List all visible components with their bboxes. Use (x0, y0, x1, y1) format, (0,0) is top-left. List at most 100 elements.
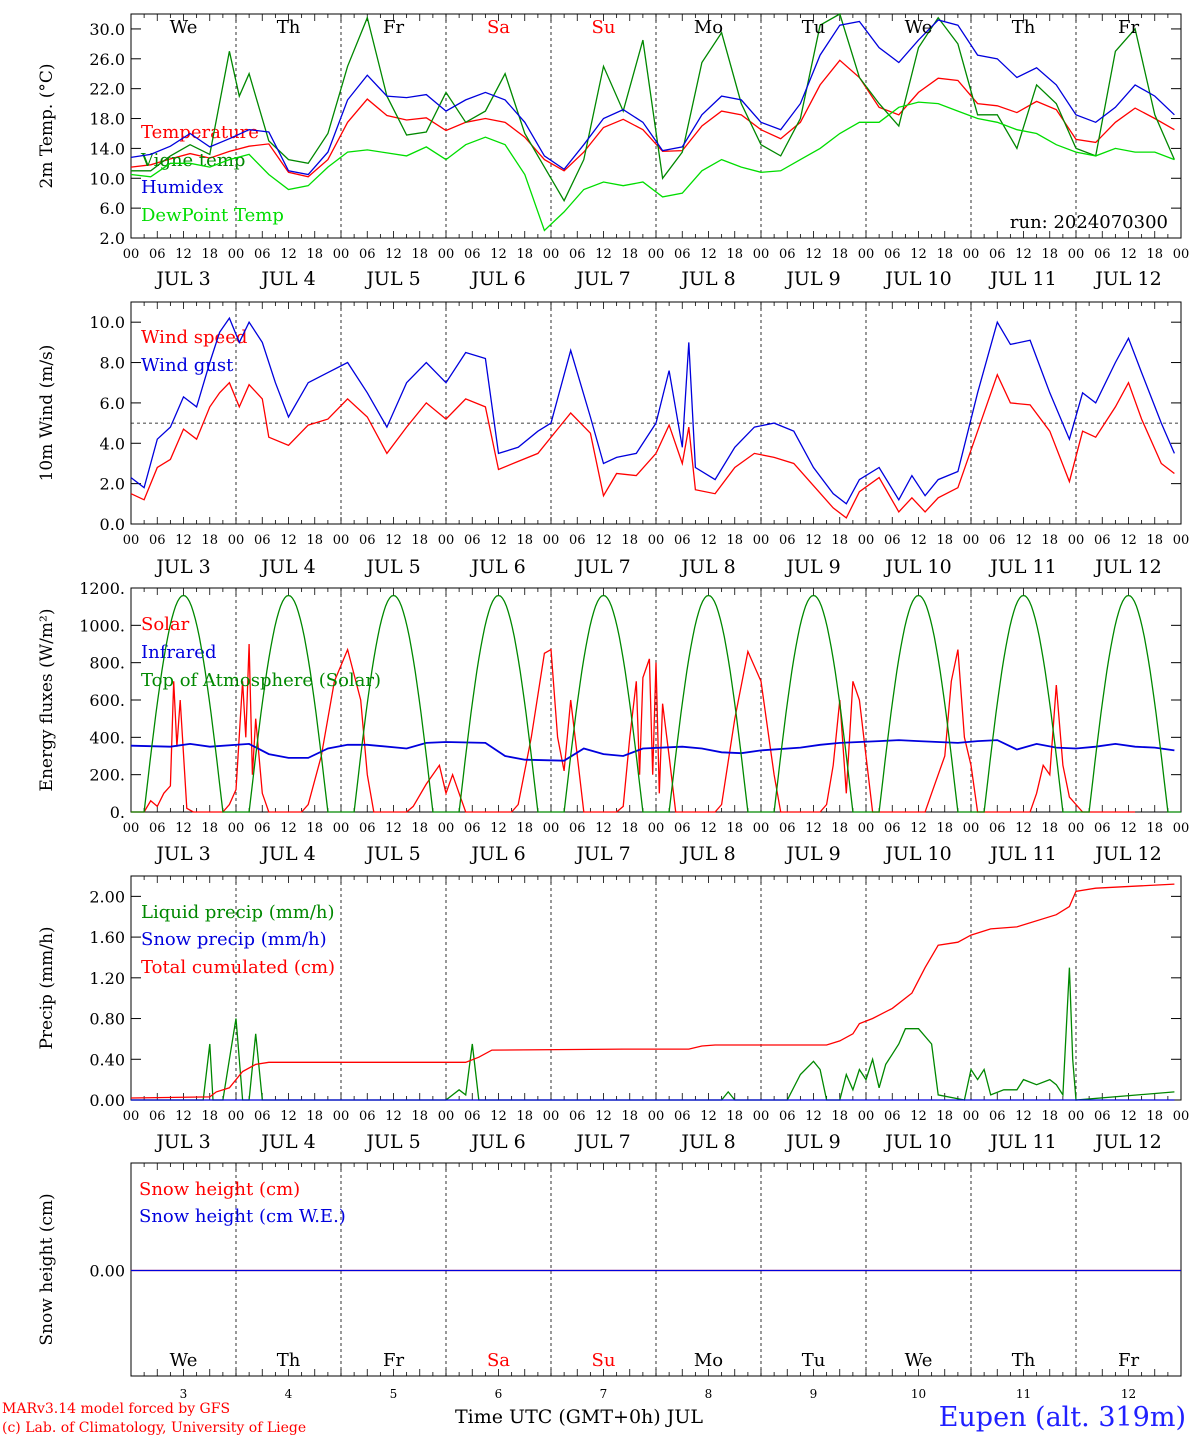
y-tick-label: 0.00 (89, 1091, 125, 1110)
weekday-label: Su (592, 17, 616, 38)
hour-tick-label: 00 (438, 1109, 455, 1124)
y-tick-label: 2.0 (100, 475, 125, 494)
y-tick-label: 2.00 (89, 887, 125, 906)
hour-tick-label: 00 (333, 247, 350, 262)
day-number: 8 (705, 1387, 713, 1401)
hour-tick-label: 18 (831, 821, 848, 836)
hour-tick-label: 18 (1041, 247, 1058, 262)
hour-tick-label: 00 (543, 821, 560, 836)
hour-tick-label: 12 (910, 821, 927, 836)
day-label: JUL 3 (154, 556, 210, 578)
day-label: JUL 5 (364, 1131, 420, 1153)
weekday-label: Mo (694, 17, 723, 38)
day-label: JUL 4 (259, 268, 315, 290)
hour-tick-label: 18 (1146, 821, 1163, 836)
day-label: JUL 4 (259, 556, 315, 578)
y-tick-label: 200. (89, 766, 125, 785)
y-tick-label: 1.20 (89, 969, 125, 988)
y-tick-label: 4.0 (100, 434, 125, 453)
legend-entry: Wind speed (141, 327, 247, 348)
hour-tick-label: 12 (490, 533, 507, 548)
day-number: 9 (810, 1387, 818, 1401)
hour-tick-label: 18 (621, 533, 638, 548)
hour-tick-label: 06 (1094, 1109, 1111, 1124)
day-label: JUL 10 (883, 268, 951, 290)
panel-frame (130, 587, 1182, 813)
hour-tick-label: 18 (1146, 1109, 1163, 1124)
hour-tick-label: 12 (805, 1109, 822, 1124)
hour-tick-label: 06 (359, 821, 376, 836)
hour-tick-label: 06 (1094, 821, 1111, 836)
weekday-label: Fr (383, 1350, 404, 1371)
weekday-label: Th (277, 1350, 301, 1371)
hour-tick-label: 06 (884, 821, 901, 836)
day-label: JUL 7 (574, 1131, 630, 1153)
weekday-label: We (170, 17, 198, 38)
hour-tick-label: 12 (1120, 821, 1137, 836)
panel-2: 0.0 2.0 4.0 6.0 8.0 10.0 10m Wind (m/s) Wind sp… (37, 301, 1189, 578)
panel-5: 0.00 Snow height (cm) Snow height (cm) Snow… (37, 1162, 1182, 1377)
hour-tick-label: 18 (621, 1109, 638, 1124)
legend-entry: Solar (141, 614, 190, 635)
hour-tick-label: 00 (333, 533, 350, 548)
series-line (130, 372, 1175, 519)
run-annotation: run: 2024070300 (1010, 212, 1168, 233)
hour-tick-label: 12 (175, 1109, 192, 1124)
hour-tick-label: 06 (149, 1109, 166, 1124)
day-label: JUL 7 (574, 843, 630, 865)
hour-tick-label: 12 (175, 533, 192, 548)
hour-tick-label: 18 (831, 533, 848, 548)
hour-tick-label: 18 (516, 1109, 533, 1124)
weekday-label: We (905, 17, 933, 38)
day-label: JUL 4 (259, 843, 315, 865)
hour-tick-label: 06 (779, 533, 796, 548)
day-label: JUL 7 (574, 268, 630, 290)
y-tick-label: 0.40 (89, 1050, 125, 1069)
day-label: JUL 12 (1093, 1131, 1161, 1153)
hour-tick-label: 12 (595, 247, 612, 262)
hour-tick-label: 18 (306, 821, 323, 836)
hour-tick-label: 06 (569, 1109, 586, 1124)
day-number: 4 (285, 1387, 293, 1401)
hour-tick-label: 00 (123, 247, 140, 262)
hour-tick-label: 18 (936, 821, 953, 836)
hour-tick-label: 00 (123, 1109, 140, 1124)
legend-entry: Snow height (cm) (139, 1179, 300, 1200)
hour-tick-label: 00 (333, 1109, 350, 1124)
hour-tick-label: 00 (963, 821, 980, 836)
y-tick-label: 0. (110, 803, 125, 822)
legend-entry: Liquid precip (mm/h) (141, 902, 335, 923)
day-number: 5 (390, 1387, 398, 1401)
hour-tick-label: 18 (726, 533, 743, 548)
hour-tick-label: 06 (569, 821, 586, 836)
hour-tick-label: 12 (700, 533, 717, 548)
hour-tick-label: 18 (516, 821, 533, 836)
hour-tick-label: 18 (1041, 533, 1058, 548)
hour-tick-label: 18 (411, 1109, 428, 1124)
y-tick-label: 1000. (79, 616, 125, 635)
day-number: 6 (495, 1387, 503, 1401)
hour-tick-label: 00 (1068, 247, 1085, 262)
hour-tick-label: 18 (621, 247, 638, 262)
hour-tick-label: 12 (595, 821, 612, 836)
hour-tick-label: 18 (726, 247, 743, 262)
hour-tick-label: 06 (464, 821, 481, 836)
day-label: JUL 8 (679, 843, 735, 865)
day-label: JUL 11 (988, 556, 1056, 578)
hour-tick-label: 18 (621, 821, 638, 836)
day-label: JUL 3 (154, 268, 210, 290)
day-label: JUL 3 (154, 1131, 210, 1153)
panel-3: 0. 200. 400. 600. 800. 1000. 1200. Energy fluxe… (37, 579, 1189, 865)
day-label: JUL 11 (988, 1131, 1056, 1153)
hour-tick-label: 00 (228, 247, 245, 262)
hour-tick-label: 06 (464, 533, 481, 548)
weekday-label: Fr (383, 17, 404, 38)
hour-tick-label: 06 (1094, 247, 1111, 262)
weekday-label: Mo (694, 1350, 723, 1371)
hour-tick-label: 06 (359, 247, 376, 262)
hour-tick-label: 06 (674, 247, 691, 262)
hour-tick-label: 18 (936, 533, 953, 548)
y-tick-label: 6.0 (100, 199, 125, 218)
